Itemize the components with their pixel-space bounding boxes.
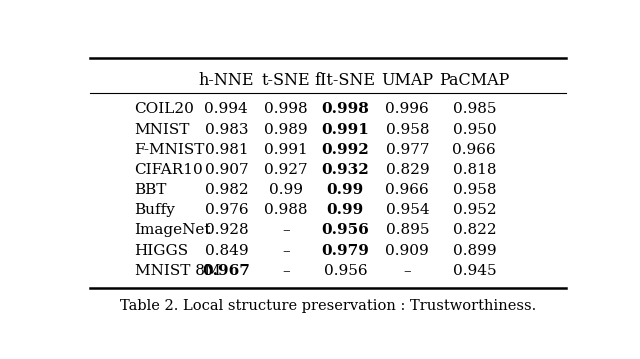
- Text: CIFAR10: CIFAR10: [134, 163, 204, 177]
- Text: 0.994: 0.994: [204, 102, 248, 116]
- Text: 0.895: 0.895: [386, 224, 429, 238]
- Text: 0.985: 0.985: [452, 102, 496, 116]
- Text: 0.981: 0.981: [205, 143, 248, 157]
- Text: 0.958: 0.958: [386, 123, 429, 137]
- Text: 0.967: 0.967: [202, 264, 250, 278]
- Text: PaCMAP: PaCMAP: [439, 72, 509, 89]
- Text: h-NNE: h-NNE: [198, 72, 254, 89]
- Text: 0.849: 0.849: [205, 244, 248, 258]
- Text: 0.998: 0.998: [321, 102, 369, 116]
- Text: –: –: [282, 264, 290, 278]
- Text: F-MNIST: F-MNIST: [134, 143, 205, 157]
- Text: MNIST 8M: MNIST 8M: [134, 264, 220, 278]
- Text: ImageNet: ImageNet: [134, 224, 211, 238]
- Text: 0.952: 0.952: [452, 203, 496, 217]
- Text: 0.928: 0.928: [205, 224, 248, 238]
- Text: 0.983: 0.983: [205, 123, 248, 137]
- Text: 0.822: 0.822: [452, 224, 496, 238]
- Text: 0.818: 0.818: [452, 163, 496, 177]
- Text: 0.998: 0.998: [264, 102, 308, 116]
- Text: 0.988: 0.988: [264, 203, 308, 217]
- Text: 0.99: 0.99: [269, 183, 303, 197]
- Text: 0.99: 0.99: [327, 203, 364, 217]
- Text: MNIST: MNIST: [134, 123, 190, 137]
- Text: 0.992: 0.992: [321, 143, 369, 157]
- Text: 0.956: 0.956: [321, 224, 369, 238]
- Text: 0.966: 0.966: [452, 143, 496, 157]
- Text: 0.996: 0.996: [385, 102, 429, 116]
- Text: 0.927: 0.927: [264, 163, 308, 177]
- Text: 0.950: 0.950: [452, 123, 496, 137]
- Text: UMAP: UMAP: [381, 72, 433, 89]
- Text: 0.979: 0.979: [321, 244, 369, 258]
- Text: 0.954: 0.954: [385, 203, 429, 217]
- Text: 0.977: 0.977: [386, 143, 429, 157]
- Text: –: –: [282, 224, 290, 238]
- Text: t-SNE: t-SNE: [262, 72, 310, 89]
- Text: Table 2. Local structure preservation : Trustworthiness.: Table 2. Local structure preservation : …: [120, 299, 536, 313]
- Text: BBT: BBT: [134, 183, 167, 197]
- Text: Buffy: Buffy: [134, 203, 175, 217]
- Text: –: –: [282, 244, 290, 258]
- Text: 0.956: 0.956: [324, 264, 367, 278]
- Text: 0.945: 0.945: [452, 264, 496, 278]
- Text: 0.982: 0.982: [205, 183, 248, 197]
- Text: 0.966: 0.966: [385, 183, 429, 197]
- Text: 0.991: 0.991: [264, 143, 308, 157]
- Text: 0.99: 0.99: [327, 183, 364, 197]
- Text: 0.976: 0.976: [205, 203, 248, 217]
- Text: 0.909: 0.909: [385, 244, 429, 258]
- Text: fIt-SNE: fIt-SNE: [315, 72, 376, 89]
- Text: 0.932: 0.932: [321, 163, 369, 177]
- Text: 0.958: 0.958: [452, 183, 496, 197]
- Text: 0.899: 0.899: [452, 244, 496, 258]
- Text: –: –: [404, 264, 411, 278]
- Text: 0.989: 0.989: [264, 123, 308, 137]
- Text: HIGGS: HIGGS: [134, 244, 189, 258]
- Text: 0.829: 0.829: [385, 163, 429, 177]
- Text: 0.907: 0.907: [205, 163, 248, 177]
- Text: 0.991: 0.991: [321, 123, 369, 137]
- Text: COIL20: COIL20: [134, 102, 195, 116]
